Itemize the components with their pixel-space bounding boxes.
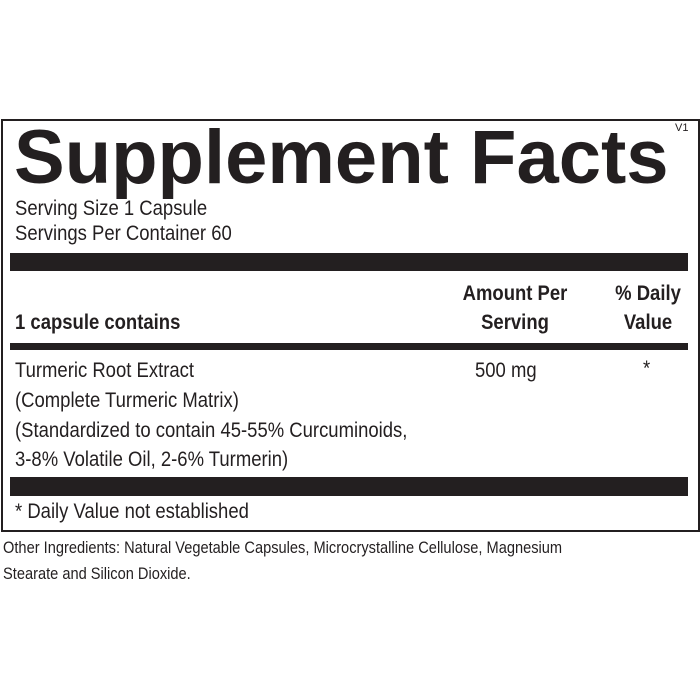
- version-label: V1: [675, 122, 689, 134]
- medium-divider: [10, 343, 688, 350]
- ingredient-name-line: (Complete Turmeric Matrix): [15, 389, 239, 412]
- other-ingredients-line2: Stearate and Silicon Dioxide.: [3, 564, 191, 583]
- ingredient-name-line: Turmeric Root Extract: [15, 359, 195, 382]
- dv-header-line2: Value: [623, 311, 673, 334]
- ingredient-amount: 500 mg: [475, 359, 537, 382]
- footnote: * Daily Value not established: [15, 500, 249, 523]
- ingredient-daily-value: *: [643, 357, 651, 380]
- dv-header-line1: % Daily: [615, 282, 681, 305]
- supplement-facts-panel: [1, 119, 700, 532]
- panel-title: Supplement Facts: [14, 115, 669, 200]
- serving-size: Serving Size 1 Capsule: [15, 197, 208, 220]
- contains-header: 1 capsule contains: [15, 311, 181, 334]
- thick-divider-bottom: [10, 477, 688, 496]
- servings-per-container: Servings Per Container 60: [15, 222, 232, 245]
- other-ingredients-line1: Other Ingredients: Natural Vegetable Cap…: [3, 538, 563, 557]
- ingredient-name-line: (Standardized to contain 45-55% Curcumin…: [15, 419, 408, 442]
- amount-header-line2: Serving: [481, 311, 549, 334]
- thick-divider: [10, 253, 688, 271]
- ingredient-name-line: 3-8% Volatile Oil, 2-6% Turmerin): [15, 448, 289, 471]
- amount-header-line1: Amount Per: [462, 282, 568, 305]
